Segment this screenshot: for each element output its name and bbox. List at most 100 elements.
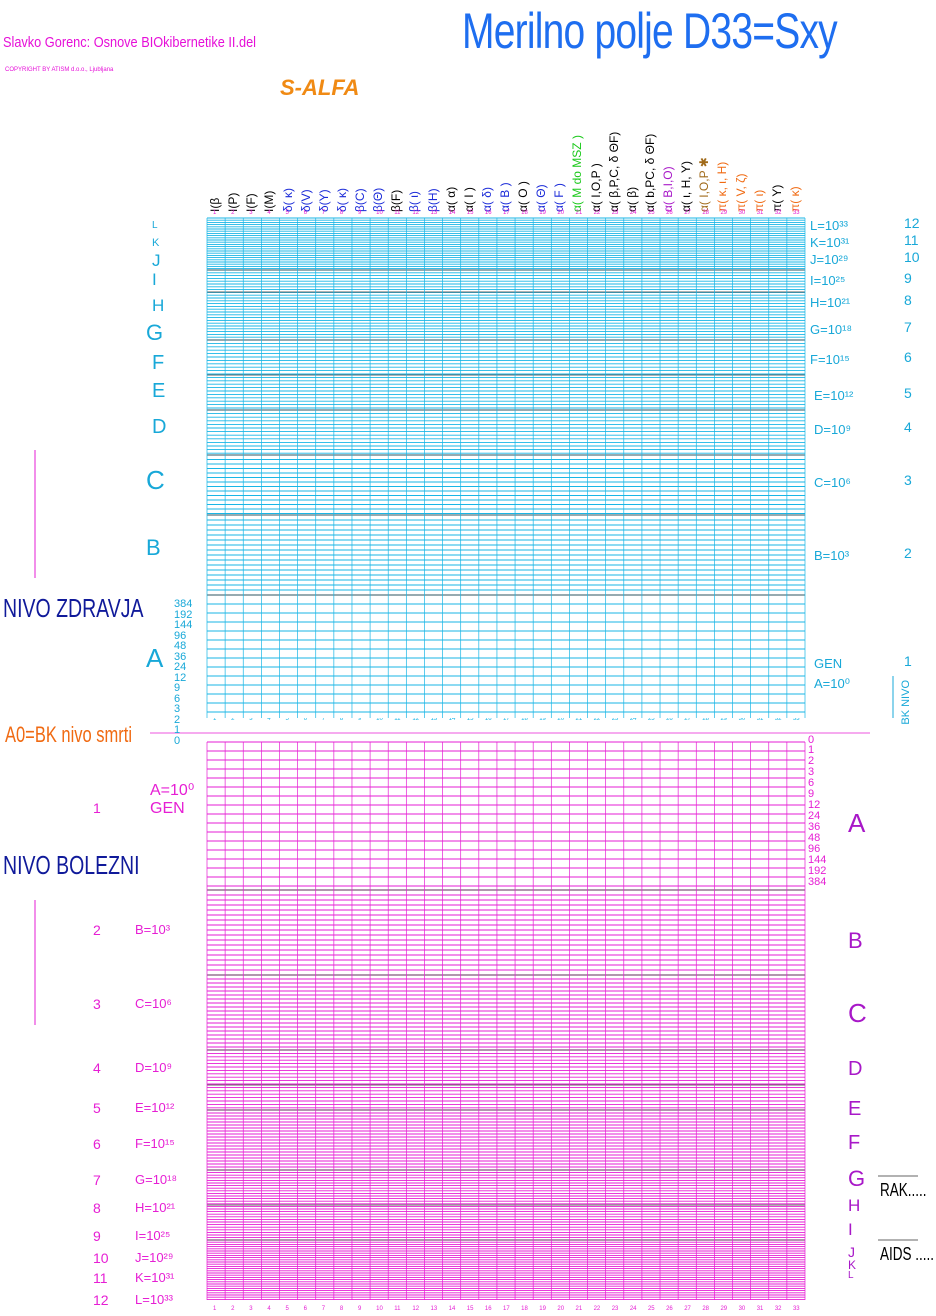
bk-level-label: BK NIVO: [900, 680, 912, 725]
column-number: 26: [666, 748, 673, 754]
disease-letter-right: L: [848, 1270, 854, 1281]
column-number: 24: [629, 1306, 637, 1312]
column-number: 27: [684, 748, 691, 754]
health-level-right: A=10⁰: [814, 676, 850, 691]
health-level-right: K=10³¹: [810, 235, 850, 250]
column-number: 10: [376, 748, 383, 754]
column-number: 31: [756, 716, 764, 722]
column-number: 33: [792, 210, 800, 216]
column-number: 26: [666, 1306, 673, 1312]
column-number: 26: [666, 716, 673, 722]
health-scale-left: 36: [174, 650, 187, 663]
column-number: 4: [267, 748, 271, 754]
column-number: 20: [557, 210, 565, 216]
health-level-number: 11: [904, 232, 919, 248]
column-number: 28: [702, 716, 710, 722]
health-level-number: 7: [904, 319, 912, 335]
column-label: δ( κ): [334, 187, 349, 212]
health-scale-left: 192: [174, 608, 193, 621]
column-label: I(M): [262, 190, 277, 212]
health-level-number: 4: [904, 419, 912, 435]
health-scale-left: 6: [174, 692, 181, 705]
column-number: 4: [267, 210, 271, 216]
column-number: 8: [339, 1306, 344, 1312]
column-number: 24: [629, 748, 637, 754]
column-number: 19: [539, 748, 546, 754]
health-level-number: 9: [904, 270, 912, 286]
health-letter-left: B: [146, 535, 161, 560]
health-letter-left: J: [152, 251, 161, 270]
column-number: 27: [684, 1306, 691, 1312]
disease-level-label: G=10¹⁸: [135, 1172, 177, 1187]
column-number: 26: [666, 210, 673, 216]
disease-scale-right: 96: [808, 843, 821, 855]
column-number: 17: [503, 748, 510, 754]
column-number: 30: [738, 1306, 746, 1312]
column-number: 5: [285, 1306, 289, 1312]
column-number: 5: [285, 748, 289, 754]
column-number: 8: [339, 748, 344, 754]
disease-scale-right: 9: [808, 788, 815, 800]
column-number: 12: [412, 1306, 420, 1312]
column-label: π( κ): [787, 186, 802, 212]
disease-letter-right: K: [848, 1258, 857, 1272]
disease-letter-right: I: [848, 1220, 853, 1239]
health-scale-left: 3: [174, 703, 181, 715]
column-number: 18: [521, 748, 528, 754]
column-number: 14: [448, 748, 456, 754]
column-number: 18: [521, 210, 528, 216]
column-label: α( β,P,C, δ ΘF): [606, 131, 621, 212]
column-label: δ(Υ): [316, 189, 331, 212]
column-number: 16: [484, 210, 492, 216]
column-number: 19: [539, 716, 546, 722]
column-number: 23: [611, 1306, 619, 1312]
health-level-right: J=10²⁹: [810, 252, 849, 267]
health-letter-left: F: [152, 352, 165, 374]
disease-level-number: 2: [93, 922, 101, 938]
column-label: π( κ, ι, H): [715, 161, 730, 212]
health-scale-left: 144: [174, 619, 193, 631]
disease-level-number: 11: [93, 1270, 108, 1286]
health-level-number: 5: [904, 385, 912, 401]
column-number: 18: [521, 716, 528, 722]
health-scale-left: 384: [174, 598, 193, 610]
column-number: 28: [702, 210, 710, 216]
health-letter-left: A: [146, 643, 164, 673]
health-letter-left: G: [146, 320, 164, 345]
column-number: 2: [231, 210, 235, 216]
disease-level-label: NIVO BOLEZNI: [3, 850, 140, 880]
column-label: α( M do MSZ ): [570, 135, 585, 212]
health-level-right: B=10³: [814, 548, 850, 563]
column-number: 6: [303, 748, 307, 754]
annotation-aids: AIDS .....: [880, 1244, 935, 1264]
column-number: 27: [684, 716, 691, 722]
column-number: 10: [376, 716, 383, 722]
column-number: 8: [339, 210, 344, 216]
column-number: 22: [593, 748, 601, 754]
column-number: 1: [213, 1306, 217, 1312]
column-label: δ(V): [298, 189, 313, 212]
health-scale-left: 0: [174, 734, 181, 747]
disease-level-label: A=10⁰: [150, 782, 195, 799]
health-letter-left: C: [146, 465, 165, 495]
column-number: 18: [521, 1306, 528, 1312]
column-number: 15: [466, 748, 474, 754]
column-number: 33: [792, 716, 800, 722]
column-number: 33: [792, 1306, 800, 1312]
disease-scale-right: 0: [808, 734, 815, 746]
disease-level-number: 12: [93, 1292, 109, 1308]
health-level-right: F=10¹⁵: [810, 352, 850, 367]
column-number: 1: [213, 748, 217, 754]
column-number: 19: [539, 210, 546, 216]
column-number: 13: [430, 1306, 438, 1312]
disease-scale-right: 144: [808, 854, 827, 866]
column-number: 24: [629, 210, 637, 216]
column-number: 13: [430, 210, 438, 216]
health-level-right: I=10²⁵: [810, 273, 846, 288]
column-number: 12: [412, 716, 420, 722]
column-number: 20: [557, 748, 565, 754]
disease-level-label: GEN: [150, 800, 185, 817]
column-label: α( Θ): [534, 184, 549, 212]
column-number: 9: [358, 1306, 362, 1312]
health-letter-left: H: [152, 296, 165, 315]
